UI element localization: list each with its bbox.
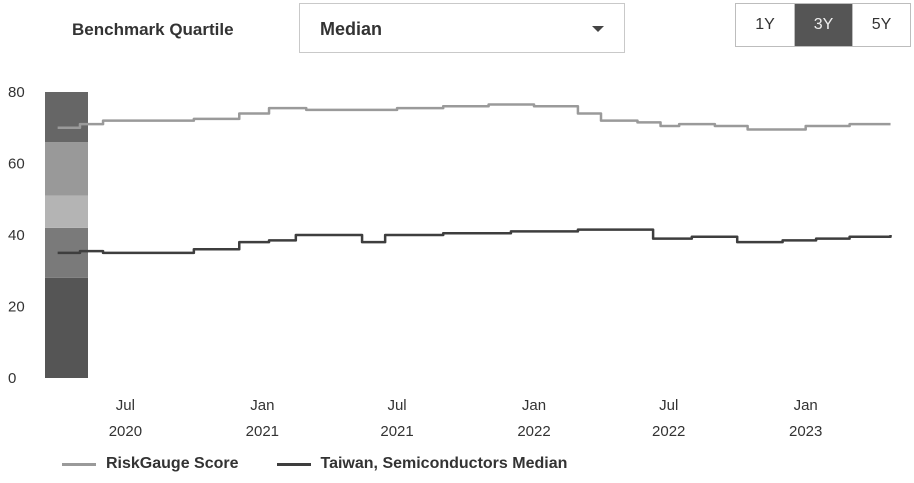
x-tick-label: 2022 (517, 423, 550, 440)
x-tick-label: Jan (794, 397, 818, 414)
x-tick-label: 2020 (109, 423, 142, 440)
x-tick-label: 2021 (246, 423, 279, 440)
legend-label: RiskGauge Score (106, 455, 239, 472)
x-tick-label: Jan (522, 397, 546, 414)
quartile-band-1 (45, 277, 88, 378)
legend-swatch (62, 462, 96, 466)
legend-label: Taiwan, Semiconductors Median (320, 455, 568, 472)
legend-item: RiskGauge Score (62, 455, 239, 473)
benchmark-quartile-dropdown[interactable]: Median (299, 3, 625, 53)
controls-bar: Benchmark Quartile Median 1Y 3Y 5Y (0, 0, 914, 60)
range-button-5y[interactable]: 5Y (852, 4, 910, 46)
legend-swatch (276, 462, 311, 466)
x-tick-label: 2021 (380, 423, 413, 440)
chart-legend: RiskGauge Score Taiwan, Semiconductors Me… (62, 455, 605, 473)
y-tick-label: 20 (8, 299, 25, 316)
x-tick-label: Jul (387, 397, 406, 414)
x-tick-label: 2022 (652, 423, 685, 440)
risk-score-chart: 0 20 40 60 80 Jul 2020 Jan 2021 Jul 2021 Jan 2022 Jul… (8, 84, 892, 440)
benchmark-quartile-label: Benchmark Quartile (72, 20, 234, 39)
range-button-3y[interactable]: 3Y (794, 4, 852, 46)
legend-item: Taiwan, Semiconductors Median (276, 455, 568, 473)
series-line-riskgauge-score (57, 103, 891, 131)
y-tick-label: 60 (8, 156, 25, 173)
time-range-toggle: 1Y 3Y 5Y (735, 3, 911, 47)
x-tick-label: 2023 (789, 423, 822, 440)
y-tick-label: 80 (8, 84, 25, 101)
quartile-band-5 (45, 92, 88, 143)
x-tick-label: Jul (659, 397, 678, 414)
dropdown-selected-value: Median (320, 19, 383, 39)
range-button-1y[interactable]: 1Y (736, 4, 794, 46)
x-tick-label: Jul (116, 397, 135, 414)
x-tick-label: Jan (250, 397, 274, 414)
y-tick-label: 0 (8, 370, 16, 387)
series-line-sector-median (57, 228, 892, 255)
quartile-band-4 (45, 142, 88, 196)
quartile-band-3 (45, 195, 88, 228)
chevron-down-icon (592, 26, 604, 32)
y-tick-label: 40 (8, 227, 25, 244)
